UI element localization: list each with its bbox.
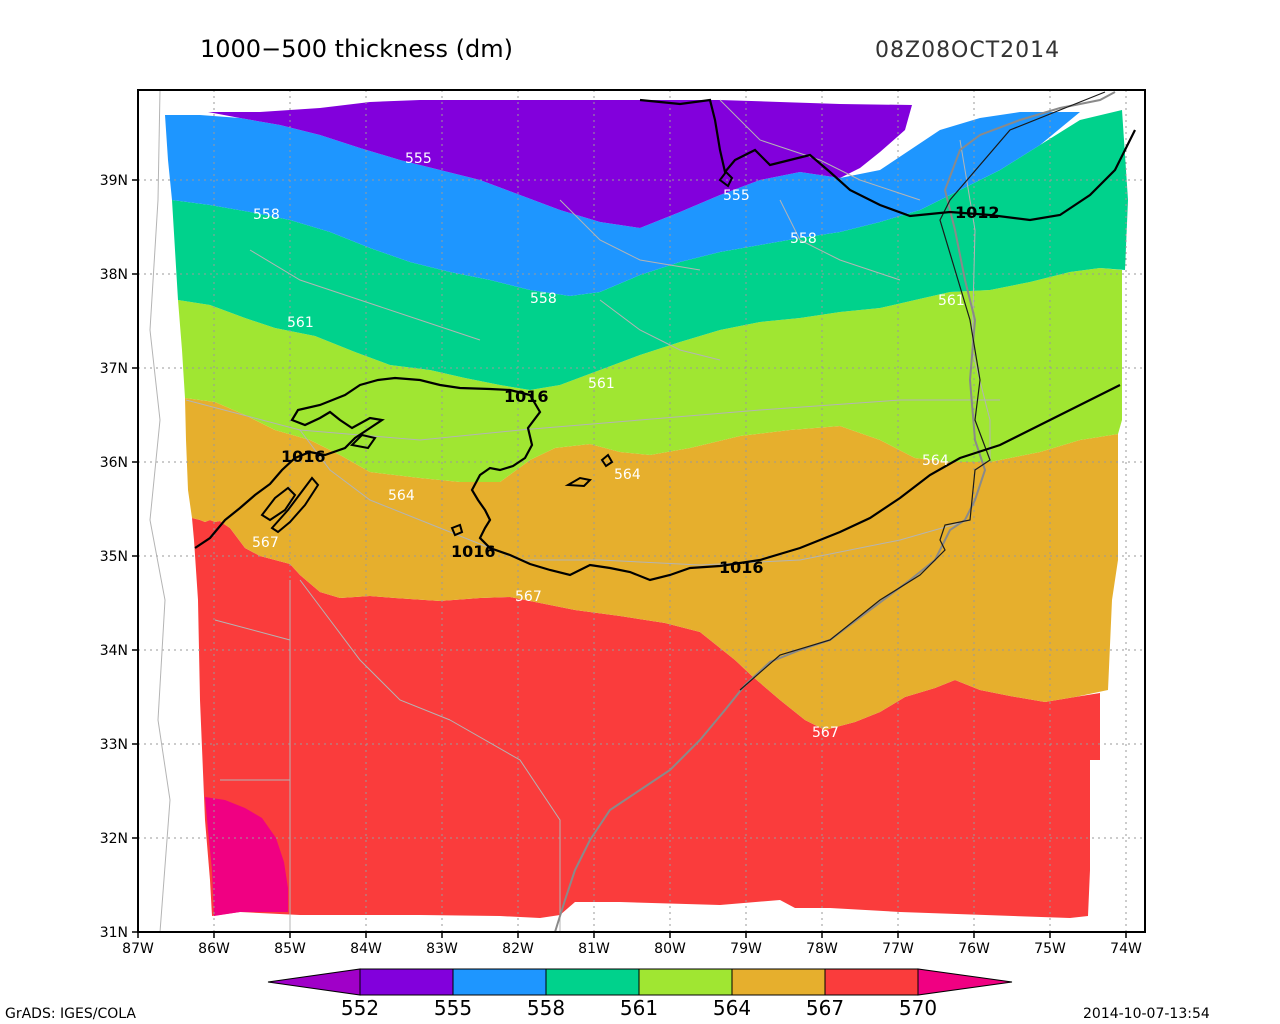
y-axis: 31N 32N 33N 34N 35N 36N 37N 38N 39N bbox=[100, 173, 138, 941]
colorbar-arrow-left bbox=[267, 968, 361, 996]
pressure-contour-1016-loop2 bbox=[270, 476, 320, 534]
colorbar-level-label: 552 bbox=[341, 996, 379, 1020]
x-tick-label: 76W bbox=[958, 941, 990, 957]
band-570-plus bbox=[205, 797, 288, 916]
thickness-label: 564 bbox=[388, 488, 415, 504]
map-area: 555 555 558 558 558 561 561 561 564 564 … bbox=[138, 90, 1145, 932]
pressure-contour-1016-loop1 bbox=[260, 486, 297, 522]
valid-time: 08Z08OCT2014 bbox=[875, 38, 1060, 63]
x-tick-label: 85W bbox=[274, 941, 306, 957]
band-567-570 bbox=[192, 518, 1100, 918]
pressure-label: 1016 bbox=[281, 447, 326, 466]
thickness-label: 561 bbox=[287, 315, 314, 331]
thickness-label: 567 bbox=[812, 725, 839, 741]
x-tick-label: 78W bbox=[806, 941, 838, 957]
y-tick-label: 32N bbox=[100, 831, 128, 847]
thickness-label: 564 bbox=[614, 467, 641, 483]
colorbar-level-label: 564 bbox=[713, 996, 751, 1020]
colorbar-swatch bbox=[638, 968, 733, 996]
pressure-contour-1016-loop5 bbox=[450, 523, 464, 537]
thickness-label: 561 bbox=[588, 376, 615, 392]
colorbar-level-label: 561 bbox=[620, 996, 658, 1020]
thickness-label: 564 bbox=[922, 453, 949, 469]
band-558-561 bbox=[172, 110, 1128, 390]
y-tick-label: 34N bbox=[100, 643, 128, 659]
colorbar-level-label: 558 bbox=[527, 996, 565, 1020]
x-tick-label: 79W bbox=[730, 941, 762, 957]
x-tick-label: 81W bbox=[578, 941, 610, 957]
footer-timestamp: 2014-10-07-13:54 bbox=[1083, 1006, 1210, 1022]
thickness-labels: 555 555 558 558 558 561 561 561 564 564 … bbox=[252, 151, 965, 741]
band-552-555 bbox=[208, 100, 912, 228]
x-tick-label: 75W bbox=[1034, 941, 1066, 957]
pressure-label: 1016 bbox=[451, 542, 496, 561]
x-tick-label: 80W bbox=[654, 941, 686, 957]
colorbar-swatch bbox=[359, 968, 454, 996]
y-tick-label: 39N bbox=[100, 173, 128, 189]
y-tick-label: 35N bbox=[100, 549, 128, 565]
colorbar-swatch bbox=[731, 968, 826, 996]
thickness-label: 558 bbox=[253, 207, 280, 223]
plot-title: 1000−500 thickness (dm) bbox=[200, 35, 513, 63]
y-tick-label: 38N bbox=[100, 267, 128, 283]
thickness-label: 561 bbox=[938, 293, 965, 309]
band-555-558 bbox=[165, 112, 1080, 296]
pressure-contour-1016-loop3 bbox=[564, 476, 593, 488]
pressure-contour-1016 bbox=[194, 376, 1121, 582]
map-frame bbox=[137, 89, 1146, 933]
thickness-label: 567 bbox=[252, 535, 279, 551]
x-tick-label: 83W bbox=[426, 941, 458, 957]
colorbar: 552 555 558 561 564 567 570 bbox=[267, 968, 1013, 1020]
thickness-label: 558 bbox=[530, 291, 557, 307]
x-tick-label: 82W bbox=[502, 941, 534, 957]
map-gridlines bbox=[138, 90, 1145, 932]
x-tick-label: 77W bbox=[882, 941, 914, 957]
y-tick-label: 31N bbox=[100, 925, 128, 941]
pressure-contour-1016-loop6 bbox=[718, 170, 734, 188]
y-tick-label: 37N bbox=[100, 361, 128, 377]
x-tick-label: 84W bbox=[350, 941, 382, 957]
colorbar-level-label: 555 bbox=[434, 996, 472, 1020]
x-axis: 87W 86W 85W 84W 83W 82W 81W 80W 79W 78W 77W 76W 75W 7… bbox=[122, 932, 1142, 957]
pressure-label: 1012 bbox=[955, 203, 1000, 222]
thickness-label: 555 bbox=[723, 188, 750, 204]
colorbar-swatch bbox=[545, 968, 640, 996]
pressure-label: 1016 bbox=[504, 387, 549, 406]
pressure-contour-1012 bbox=[639, 98, 1136, 222]
colorbar-level-label: 567 bbox=[806, 996, 844, 1020]
colorbar-swatch bbox=[824, 968, 919, 996]
pressure-labels: 1012 1016 1016 1016 1016 bbox=[281, 203, 1000, 577]
thickness-label: 567 bbox=[515, 589, 542, 605]
thickness-label: 558 bbox=[790, 231, 817, 247]
state-boundaries bbox=[149, 90, 1000, 932]
footer-credit: GrADS: IGES/COLA bbox=[5, 1006, 136, 1022]
county-lines-coastal bbox=[739, 91, 1106, 691]
x-tick-label: 87W bbox=[122, 941, 154, 957]
colorbar-level-label: 570 bbox=[899, 996, 937, 1020]
pressure-contour-1016-loop7 bbox=[349, 433, 377, 450]
pressure-label: 1016 bbox=[719, 558, 764, 577]
y-tick-label: 36N bbox=[100, 455, 128, 471]
pressure-contour-1016-loop4 bbox=[600, 453, 614, 468]
y-tick-label: 33N bbox=[100, 737, 128, 753]
thickness-label: 555 bbox=[405, 151, 432, 167]
x-tick-label: 86W bbox=[198, 941, 230, 957]
colorbar-swatch bbox=[452, 968, 547, 996]
x-tick-label: 74W bbox=[1110, 941, 1142, 957]
band-564-567 bbox=[185, 398, 1118, 730]
colorbar-arrow-right bbox=[917, 968, 1013, 996]
band-561-564 bbox=[178, 268, 1122, 482]
